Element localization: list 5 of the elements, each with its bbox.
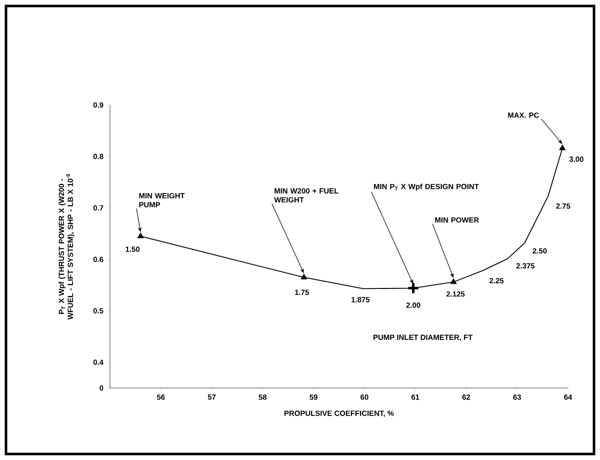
point	[300, 274, 308, 280]
point	[450, 278, 457, 284]
point	[559, 144, 566, 150]
point	[407, 282, 420, 294]
point	[137, 232, 144, 238]
